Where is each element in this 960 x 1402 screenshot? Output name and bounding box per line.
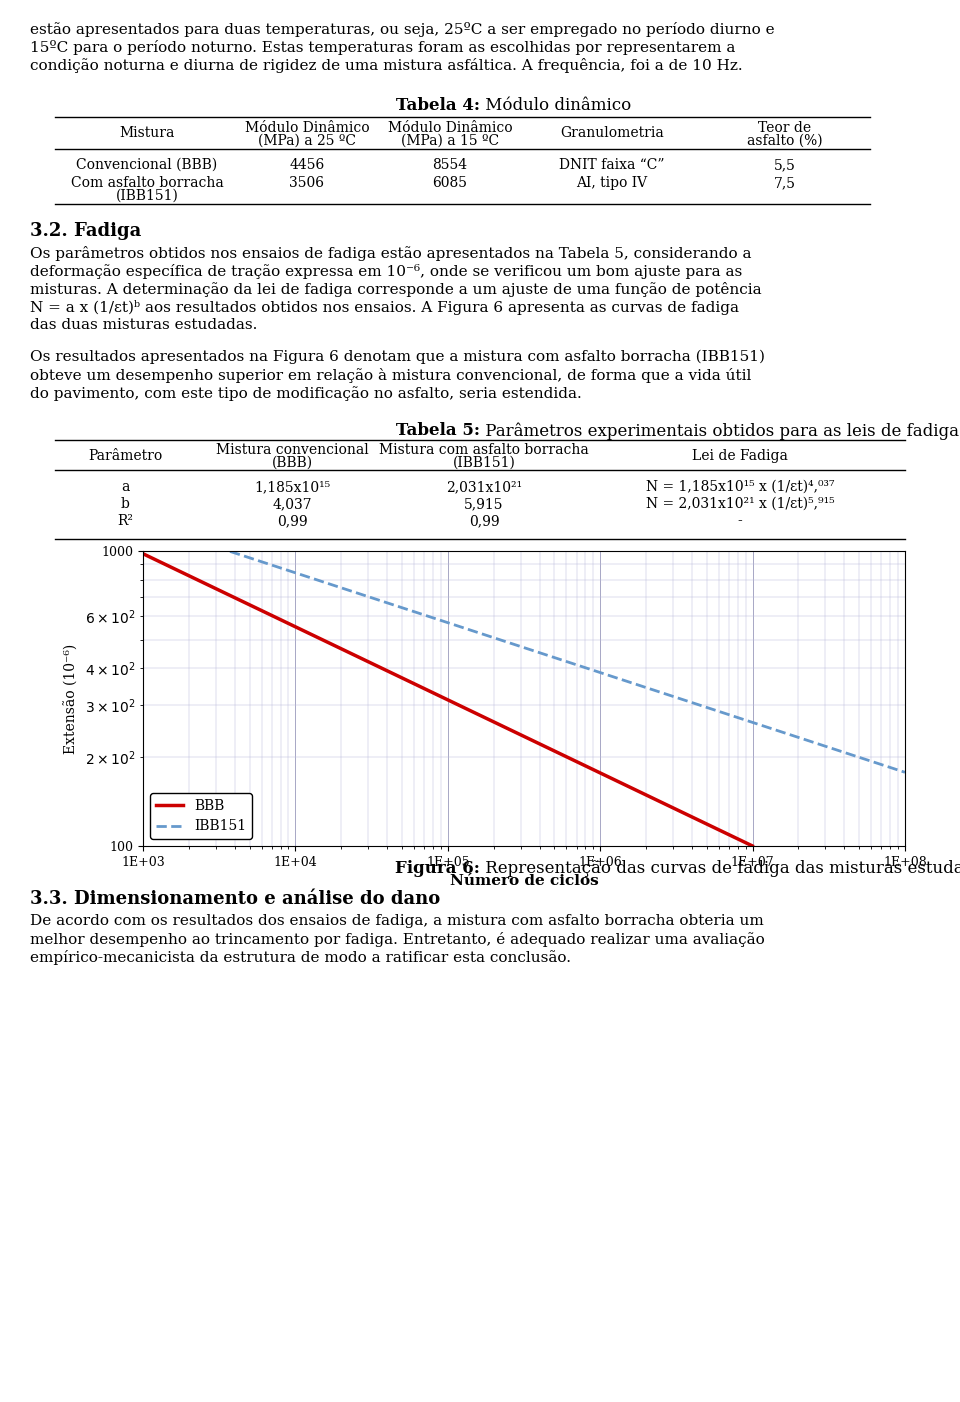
Text: (MPa) a 25 ºC: (MPa) a 25 ºC — [258, 135, 356, 149]
Text: AI, tipo IV: AI, tipo IV — [576, 177, 648, 191]
Text: 4,037: 4,037 — [273, 496, 312, 510]
Text: 5,915: 5,915 — [465, 496, 504, 510]
Text: 1,185x10¹⁵: 1,185x10¹⁵ — [254, 479, 330, 494]
Text: 2,031x10²¹: 2,031x10²¹ — [446, 479, 522, 494]
Text: do pavimento, com este tipo de modificação no asfalto, seria estendida.: do pavimento, com este tipo de modificaç… — [30, 386, 582, 401]
Text: (IBB151): (IBB151) — [115, 189, 179, 203]
Text: Teor de: Teor de — [758, 121, 811, 135]
Text: Parâmetro: Parâmetro — [88, 449, 162, 463]
Text: 4456: 4456 — [289, 158, 324, 172]
Text: Tabela 5:: Tabela 5: — [396, 422, 480, 439]
Text: R²: R² — [117, 515, 133, 529]
Text: Figura 6:: Figura 6: — [396, 859, 480, 878]
IBB151 — [434, 611, 445, 628]
Text: DNIT faixa “C”: DNIT faixa “C” — [560, 158, 664, 172]
Text: Convencional (BBB): Convencional (BBB) — [77, 158, 218, 172]
Text: Módulo Dinâmico: Módulo Dinâmico — [245, 121, 370, 135]
Text: Representação das curvas de fadiga das misturas estudadas: Representação das curvas de fadiga das m… — [480, 859, 960, 878]
Text: condição noturna e diurna de rigidez de uma mistura asfáltica. A frequência, foi: condição noturna e diurna de rigidez de … — [30, 57, 743, 73]
Text: Com asfalto borracha: Com asfalto borracha — [71, 177, 224, 191]
Line: BBB: BBB — [143, 554, 753, 845]
IBB151 — [817, 737, 828, 754]
Text: Os resultados apresentados na Figura 6 denotam que a mistura com asfalto borrach: Os resultados apresentados na Figura 6 d… — [30, 350, 765, 365]
Line: IBB151: IBB151 — [230, 551, 905, 773]
Text: Módulo dinâmico: Módulo dinâmico — [480, 97, 632, 114]
BBB — [210, 580, 222, 597]
Text: 7,5: 7,5 — [774, 177, 796, 191]
Text: 0,99: 0,99 — [276, 515, 307, 529]
IBB151 — [732, 709, 743, 726]
BBB — [520, 729, 532, 746]
Text: misturas. A determinação da lei de fadiga corresponde a um ajuste de uma função : misturas. A determinação da lei de fadig… — [30, 282, 761, 297]
BBB — [580, 757, 591, 774]
Text: melhor desempenho ao trincamento por fadiga. Entretanto, é adequado realizar uma: melhor desempenho ao trincamento por fad… — [30, 932, 765, 946]
Text: das duas misturas estudadas.: das duas misturas estudadas. — [30, 318, 257, 332]
Text: 3.2. Fadiga: 3.2. Fadiga — [30, 222, 141, 240]
Text: 3506: 3506 — [290, 177, 324, 191]
Text: Módulo Dinâmico: Módulo Dinâmico — [388, 121, 513, 135]
Text: empírico-mecanicista da estrutura de modo a ratificar esta conclusão.: empírico-mecanicista da estrutura de mod… — [30, 951, 571, 965]
BBB — [747, 837, 758, 854]
Text: (MPa) a 15 ºC: (MPa) a 15 ºC — [401, 135, 499, 149]
Text: Parâmetros experimentais obtidos para as leis de fadiga: Parâmetros experimentais obtidos para as… — [480, 422, 959, 439]
X-axis label: Número de ciclos: Número de ciclos — [449, 875, 598, 889]
Text: Tabela 4:: Tabela 4: — [396, 97, 480, 114]
Text: (BBB): (BBB) — [272, 456, 313, 470]
Text: N = 1,185x10¹⁵ x (1/εt)⁴,⁰³⁷: N = 1,185x10¹⁵ x (1/εt)⁴,⁰³⁷ — [646, 479, 834, 494]
Text: 5,5: 5,5 — [774, 158, 796, 172]
Text: -: - — [737, 515, 742, 529]
Text: 0,99: 0,99 — [468, 515, 499, 529]
Text: 6085: 6085 — [433, 177, 468, 191]
Text: Mistura convencional: Mistura convencional — [216, 443, 369, 457]
Text: De acordo com os resultados dos ensaios de fadiga, a mistura com asfalto borrach: De acordo com os resultados dos ensaios … — [30, 914, 764, 928]
Text: 15ºC para o período noturno. Estas temperaturas foram as escolhidas por represen: 15ºC para o período noturno. Estas tempe… — [30, 41, 735, 55]
Text: deformação específica de tração expressa em 10⁻⁶, onde se verificou um bom ajust: deformação específica de tração expressa… — [30, 264, 742, 279]
Text: N = 2,031x10²¹ x (1/εt)⁵,⁹¹⁵: N = 2,031x10²¹ x (1/εt)⁵,⁹¹⁵ — [646, 496, 834, 510]
Y-axis label: Extensão (10⁻⁶): Extensão (10⁻⁶) — [65, 644, 79, 754]
Text: 8554: 8554 — [432, 158, 468, 172]
BBB — [378, 660, 390, 677]
IBB151 — [324, 575, 335, 592]
IBB151 — [241, 548, 252, 565]
Text: Lei de Fadiga: Lei de Fadiga — [692, 449, 788, 463]
Text: Mistura: Mistura — [119, 126, 175, 140]
IBB151 — [724, 707, 735, 723]
BBB — [577, 756, 588, 773]
Text: a: a — [121, 479, 130, 494]
Text: Os parâmetros obtidos nos ensaios de fadiga estão apresentados na Tabela 5, cons: Os parâmetros obtidos nos ensaios de fad… — [30, 245, 752, 261]
Text: N = a x (1/εt)ᵇ aos resultados obtidos nos ensaios. A Figura 6 apresenta as curv: N = a x (1/εt)ᵇ aos resultados obtidos n… — [30, 300, 739, 315]
Text: estão apresentados para duas temperaturas, ou seja, 25ºC a ser empregado no perí: estão apresentados para duas temperatura… — [30, 22, 775, 36]
IBB151 — [225, 543, 236, 559]
BBB — [137, 545, 149, 562]
Text: 3.3. Dimensionamento e análise do dano: 3.3. Dimensionamento e análise do dano — [30, 890, 441, 908]
Text: b: b — [121, 496, 130, 510]
IBB151 — [900, 764, 911, 781]
Text: asfalto (%): asfalto (%) — [747, 135, 823, 149]
Text: obteve um desempenho superior em relação à mistura convencional, de forma que a : obteve um desempenho superior em relação… — [30, 367, 752, 383]
Text: Mistura com asfalto borracha: Mistura com asfalto borracha — [379, 443, 588, 457]
BBB — [336, 641, 348, 658]
Legend: BBB, IBB151: BBB, IBB151 — [150, 794, 252, 838]
Text: (IBB151): (IBB151) — [452, 456, 516, 470]
Text: Granulometria: Granulometria — [560, 126, 664, 140]
